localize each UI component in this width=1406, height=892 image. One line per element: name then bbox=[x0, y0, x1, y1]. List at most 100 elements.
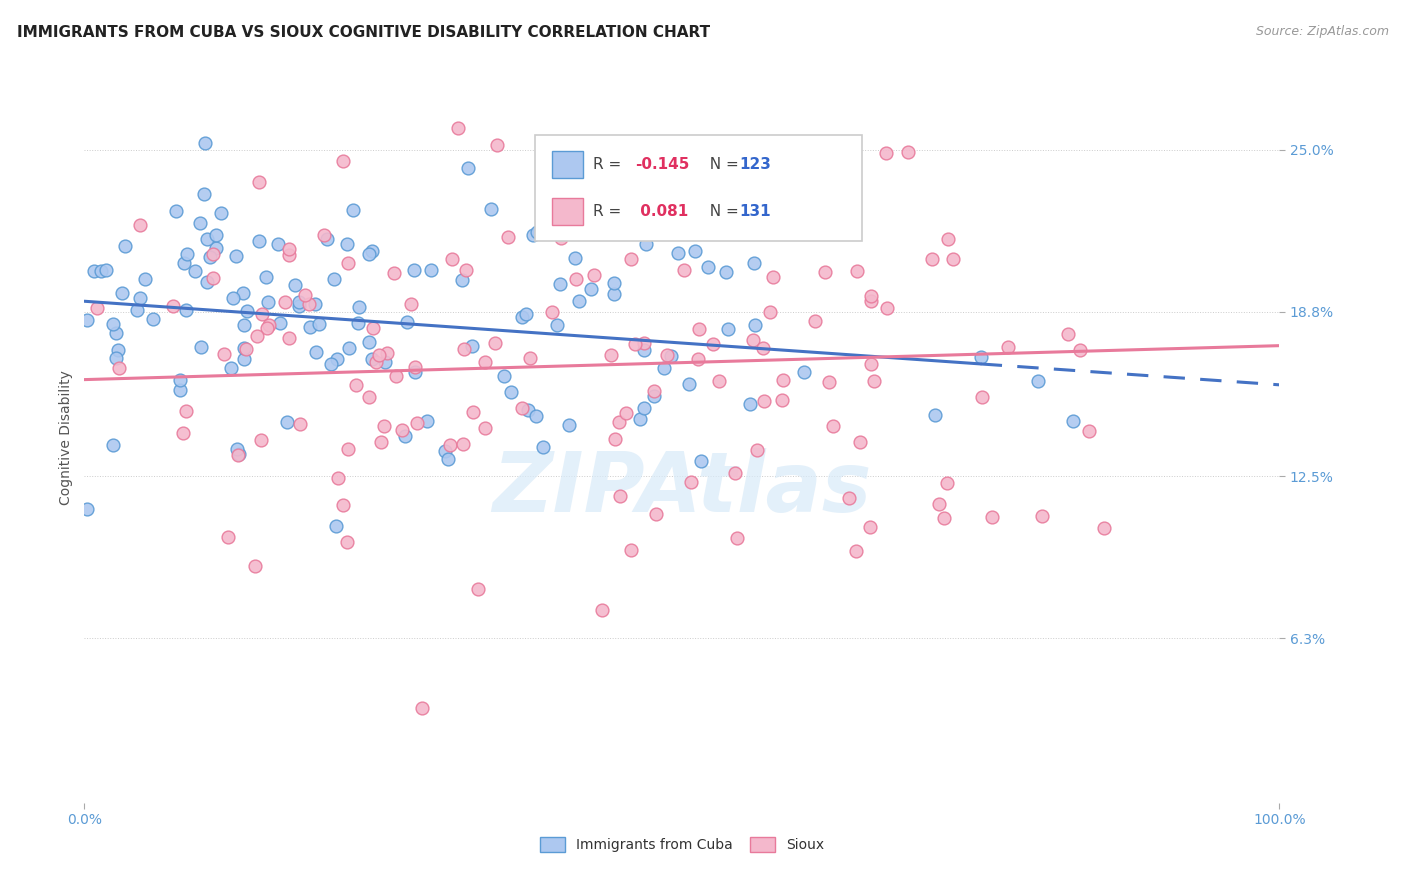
Text: R =: R = bbox=[593, 203, 626, 219]
Point bbox=[875, 145, 897, 160]
Point bbox=[897, 145, 920, 159]
Point bbox=[104, 351, 127, 365]
Point bbox=[344, 377, 367, 392]
Point bbox=[288, 299, 311, 313]
Point bbox=[654, 361, 676, 376]
Point bbox=[876, 301, 898, 315]
Point bbox=[259, 318, 281, 332]
Point bbox=[558, 417, 581, 432]
Point bbox=[540, 305, 562, 319]
Point bbox=[741, 333, 763, 347]
Point bbox=[246, 328, 269, 343]
Point bbox=[90, 263, 112, 277]
Point bbox=[276, 415, 298, 429]
Point bbox=[105, 326, 128, 341]
Point bbox=[439, 437, 461, 451]
Text: R =: R = bbox=[593, 157, 626, 172]
Point bbox=[759, 305, 782, 319]
Point bbox=[499, 384, 522, 399]
Point bbox=[305, 345, 328, 359]
Point bbox=[125, 303, 148, 318]
Point bbox=[165, 203, 187, 218]
Point bbox=[205, 228, 228, 243]
Point bbox=[254, 269, 277, 284]
Point bbox=[814, 265, 837, 279]
Point bbox=[257, 295, 280, 310]
Text: -0.145: -0.145 bbox=[636, 157, 689, 172]
Text: 123: 123 bbox=[740, 157, 770, 172]
Point bbox=[194, 136, 217, 150]
Point bbox=[1078, 424, 1101, 438]
Point bbox=[997, 340, 1019, 354]
Point bbox=[932, 511, 955, 525]
Point bbox=[337, 442, 360, 456]
Point bbox=[579, 282, 602, 296]
Point bbox=[860, 357, 883, 371]
Text: 131: 131 bbox=[740, 203, 770, 219]
Point bbox=[201, 271, 224, 285]
Point bbox=[83, 263, 105, 277]
Point bbox=[190, 340, 212, 354]
Point bbox=[762, 269, 785, 284]
Point bbox=[176, 246, 198, 260]
Point bbox=[269, 317, 291, 331]
Point bbox=[357, 246, 380, 260]
Point bbox=[568, 293, 591, 308]
Point bbox=[564, 251, 586, 265]
Point bbox=[174, 404, 197, 418]
Point bbox=[1056, 327, 1078, 342]
Point bbox=[742, 256, 765, 270]
Point bbox=[214, 347, 236, 361]
Point bbox=[591, 603, 613, 617]
Point bbox=[332, 154, 354, 169]
Point bbox=[183, 263, 205, 277]
Point bbox=[326, 351, 349, 366]
Point bbox=[420, 262, 443, 277]
Point bbox=[690, 454, 713, 468]
Point bbox=[669, 187, 692, 202]
Point bbox=[222, 291, 245, 305]
Point bbox=[201, 247, 224, 261]
Y-axis label: Cognitive Disability: Cognitive Disability bbox=[59, 369, 73, 505]
Point bbox=[492, 368, 515, 383]
Point bbox=[859, 520, 882, 534]
Point bbox=[725, 531, 748, 545]
Point bbox=[288, 417, 311, 431]
Point bbox=[336, 256, 359, 270]
Point bbox=[970, 350, 993, 364]
Point bbox=[633, 335, 655, 350]
Point bbox=[226, 442, 249, 456]
Point bbox=[467, 582, 489, 596]
Point bbox=[546, 318, 568, 332]
Point bbox=[772, 373, 794, 387]
Point bbox=[368, 348, 391, 362]
Point bbox=[217, 530, 239, 544]
Point bbox=[921, 252, 943, 267]
Point bbox=[440, 252, 463, 267]
Point bbox=[818, 376, 841, 390]
Point bbox=[474, 354, 496, 368]
Point bbox=[274, 295, 297, 310]
Point bbox=[485, 138, 508, 153]
Point bbox=[645, 507, 668, 521]
Point bbox=[94, 263, 117, 277]
Point bbox=[453, 342, 475, 356]
Point bbox=[510, 401, 533, 416]
Point bbox=[668, 245, 690, 260]
Point bbox=[942, 252, 965, 266]
Text: 0.081: 0.081 bbox=[636, 203, 689, 219]
Text: IMMIGRANTS FROM CUBA VS SIOUX COGNITIVE DISABILITY CORRELATION CHART: IMMIGRANTS FROM CUBA VS SIOUX COGNITIVE … bbox=[17, 25, 710, 40]
Point bbox=[209, 206, 232, 220]
Point bbox=[550, 231, 572, 245]
Point bbox=[76, 502, 98, 516]
Point bbox=[624, 337, 647, 351]
Point bbox=[267, 236, 290, 251]
Point bbox=[510, 310, 533, 325]
Point bbox=[357, 390, 380, 404]
Point bbox=[770, 393, 793, 408]
Point bbox=[374, 354, 396, 368]
Point bbox=[793, 365, 815, 379]
Point bbox=[195, 275, 218, 289]
Point bbox=[517, 403, 540, 417]
Point bbox=[745, 442, 768, 457]
